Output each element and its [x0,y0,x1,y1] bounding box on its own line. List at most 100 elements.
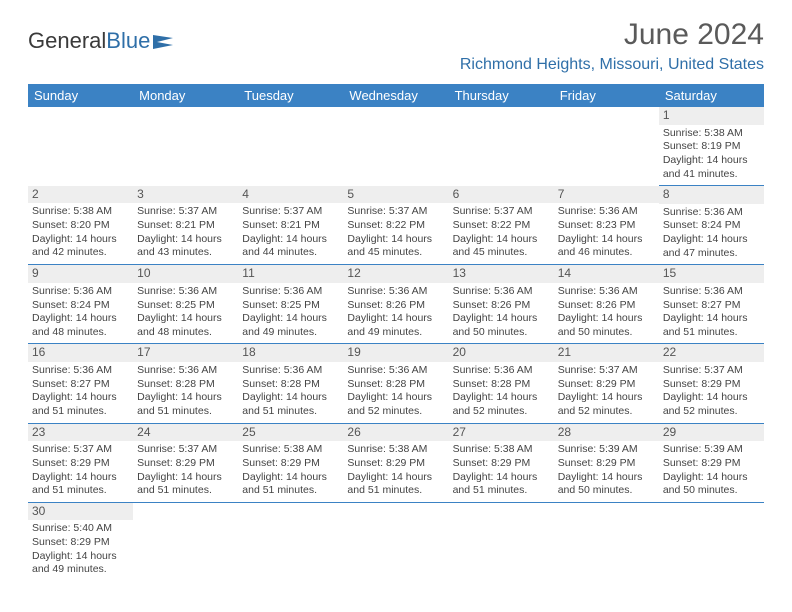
day-sunrise: Sunrise: 5:37 AM [32,443,129,457]
day-sunrise: Sunrise: 5:36 AM [137,364,234,378]
day-number: 12 [343,265,448,283]
day-daylight: Daylight: 14 hours and 50 minutes. [453,312,550,339]
calendar-day-cell: 8Sunrise: 5:36 AMSunset: 8:24 PMDaylight… [659,186,764,265]
day-number: 27 [449,424,554,442]
weekday-header: Sunday [28,84,133,107]
day-number: 9 [28,265,133,283]
day-daylight: Daylight: 14 hours and 48 minutes. [137,312,234,339]
day-number: 22 [659,344,764,362]
day-daylight: Daylight: 14 hours and 51 minutes. [32,391,129,418]
day-sunset: Sunset: 8:22 PM [347,219,444,233]
day-number: 10 [133,265,238,283]
calendar-day-cell: 24Sunrise: 5:37 AMSunset: 8:29 PMDayligh… [133,423,238,502]
day-number: 29 [659,424,764,442]
day-sunset: Sunset: 8:27 PM [663,299,760,313]
calendar-day-cell: 25Sunrise: 5:38 AMSunset: 8:29 PMDayligh… [238,423,343,502]
day-sunset: Sunset: 8:27 PM [32,378,129,392]
day-sunrise: Sunrise: 5:40 AM [32,522,129,536]
day-sunrise: Sunrise: 5:36 AM [558,205,655,219]
title-block: June 2024 Richmond Heights, Missouri, Un… [460,18,764,78]
day-number: 30 [28,503,133,521]
calendar-empty-cell [554,502,659,581]
day-daylight: Daylight: 14 hours and 52 minutes. [558,391,655,418]
day-number: 19 [343,344,448,362]
calendar-empty-cell [133,107,238,186]
calendar-empty-cell [449,107,554,186]
day-sunset: Sunset: 8:29 PM [242,457,339,471]
day-sunset: Sunset: 8:29 PM [32,457,129,471]
day-number: 23 [28,424,133,442]
day-sunrise: Sunrise: 5:37 AM [558,364,655,378]
location: Richmond Heights, Missouri, United State… [460,56,764,74]
calendar-table: SundayMondayTuesdayWednesdayThursdayFrid… [28,84,764,581]
calendar-day-cell: 9 Sunrise: 5:36 AMSunset: 8:24 PMDaylight… [28,265,133,344]
day-number: 13 [449,265,554,283]
day-number: 16 [28,344,133,362]
day-daylight: Daylight: 14 hours and 51 minutes. [347,471,444,498]
day-daylight: Daylight: 14 hours and 49 minutes. [242,312,339,339]
day-number: 2 [28,186,133,204]
calendar-body: 1Sunrise: 5:38 AMSunset: 8:19 PMDaylight… [28,107,764,581]
day-daylight: Daylight: 14 hours and 47 minutes. [663,233,760,260]
day-sunset: Sunset: 8:29 PM [32,536,129,550]
calendar-day-cell: 30Sunrise: 5:40 AMSunset: 8:29 PMDayligh… [28,502,133,581]
logo: GeneralBlue [28,28,173,54]
day-sunset: Sunset: 8:28 PM [242,378,339,392]
day-sunset: Sunset: 8:21 PM [137,219,234,233]
calendar-day-cell: 3Sunrise: 5:37 AMSunset: 8:21 PMDaylight… [133,186,238,265]
day-sunrise: Sunrise: 5:36 AM [663,285,760,299]
day-sunset: Sunset: 8:29 PM [663,378,760,392]
calendar-day-cell: 5Sunrise: 5:37 AMSunset: 8:22 PMDaylight… [343,186,448,265]
day-sunset: Sunset: 8:28 PM [347,378,444,392]
day-number: 7 [554,186,659,204]
day-daylight: Daylight: 14 hours and 51 minutes. [32,471,129,498]
logo-text-right: Blue [106,28,150,54]
calendar-day-cell: 12Sunrise: 5:36 AMSunset: 8:26 PMDayligh… [343,265,448,344]
calendar-empty-cell [133,502,238,581]
day-sunrise: Sunrise: 5:36 AM [453,285,550,299]
weekday-header: Friday [554,84,659,107]
day-daylight: Daylight: 14 hours and 51 minutes. [242,391,339,418]
day-number: 21 [554,344,659,362]
calendar-day-cell: 13Sunrise: 5:36 AMSunset: 8:26 PMDayligh… [449,265,554,344]
day-sunrise: Sunrise: 5:37 AM [137,205,234,219]
day-number: 5 [343,186,448,204]
day-sunrise: Sunrise: 5:38 AM [242,443,339,457]
day-daylight: Daylight: 14 hours and 52 minutes. [663,391,760,418]
calendar-row: 30Sunrise: 5:40 AMSunset: 8:29 PMDayligh… [28,502,764,581]
day-daylight: Daylight: 14 hours and 50 minutes. [558,471,655,498]
day-daylight: Daylight: 14 hours and 51 minutes. [242,471,339,498]
day-number: 8 [659,186,764,204]
page-header: GeneralBlue June 2024 Richmond Heights, … [28,18,764,78]
day-daylight: Daylight: 14 hours and 51 minutes. [137,471,234,498]
calendar-empty-cell [238,107,343,186]
calendar-day-cell: 28Sunrise: 5:39 AMSunset: 8:29 PMDayligh… [554,423,659,502]
day-sunset: Sunset: 8:25 PM [137,299,234,313]
calendar-day-cell: 29Sunrise: 5:39 AMSunset: 8:29 PMDayligh… [659,423,764,502]
day-sunset: Sunset: 8:26 PM [558,299,655,313]
weekday-header: Wednesday [343,84,448,107]
calendar-day-cell: 15Sunrise: 5:36 AMSunset: 8:27 PMDayligh… [659,265,764,344]
day-sunrise: Sunrise: 5:36 AM [32,285,129,299]
calendar-day-cell: 23Sunrise: 5:37 AMSunset: 8:29 PMDayligh… [28,423,133,502]
day-number: 3 [133,186,238,204]
calendar-day-cell: 6Sunrise: 5:37 AMSunset: 8:22 PMDaylight… [449,186,554,265]
calendar-day-cell: 2Sunrise: 5:38 AMSunset: 8:20 PMDaylight… [28,186,133,265]
day-number: 24 [133,424,238,442]
day-number: 11 [238,265,343,283]
calendar-day-cell: 19Sunrise: 5:36 AMSunset: 8:28 PMDayligh… [343,344,448,423]
calendar-empty-cell [449,502,554,581]
day-daylight: Daylight: 14 hours and 52 minutes. [347,391,444,418]
day-sunset: Sunset: 8:29 PM [347,457,444,471]
day-daylight: Daylight: 14 hours and 50 minutes. [558,312,655,339]
calendar-row: 2Sunrise: 5:38 AMSunset: 8:20 PMDaylight… [28,186,764,265]
day-sunset: Sunset: 8:20 PM [32,219,129,233]
day-sunrise: Sunrise: 5:36 AM [242,285,339,299]
day-number: 14 [554,265,659,283]
day-daylight: Daylight: 14 hours and 42 minutes. [32,233,129,260]
day-daylight: Daylight: 14 hours and 41 minutes. [663,154,760,181]
day-daylight: Daylight: 14 hours and 48 minutes. [32,312,129,339]
day-sunset: Sunset: 8:24 PM [32,299,129,313]
calendar-row: 23Sunrise: 5:37 AMSunset: 8:29 PMDayligh… [28,423,764,502]
day-sunrise: Sunrise: 5:39 AM [558,443,655,457]
